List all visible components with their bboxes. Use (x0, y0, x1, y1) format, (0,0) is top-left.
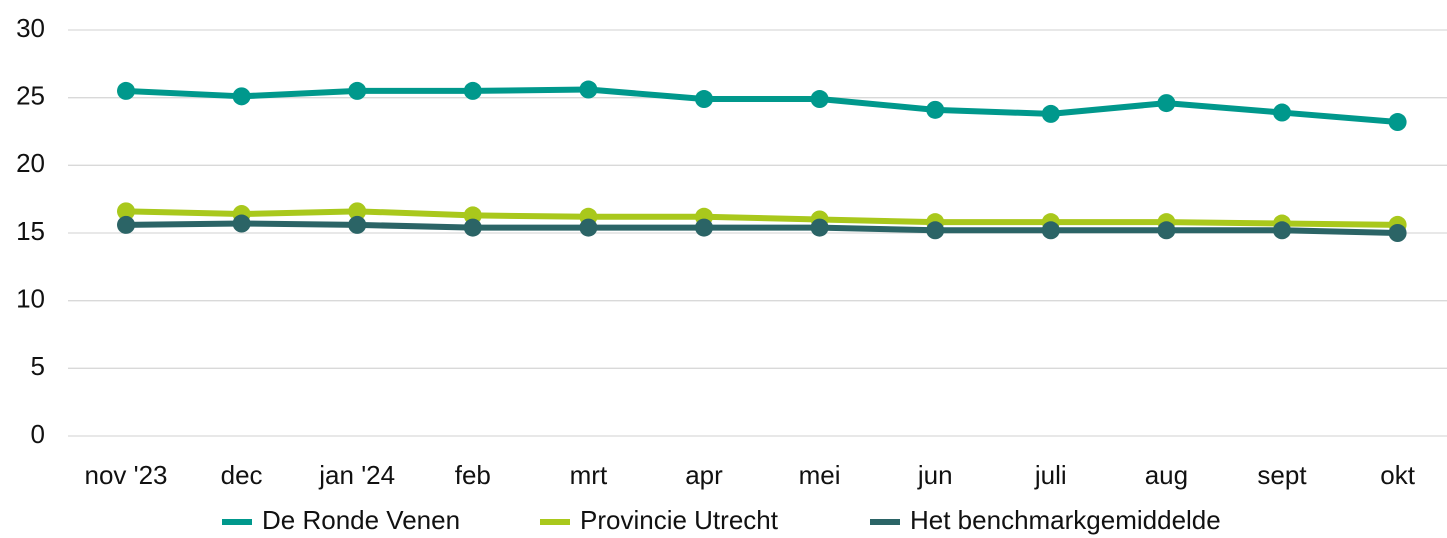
data-point (1041, 221, 1060, 240)
legend-label: Provincie Utrecht (580, 505, 779, 535)
legend-label: Het benchmarkgemiddelde (910, 505, 1221, 535)
data-point (1273, 103, 1291, 122)
y-tick-label: 0 (31, 419, 45, 449)
data-point (695, 218, 713, 237)
data-point (348, 81, 367, 100)
data-point (579, 80, 598, 99)
x-tick-label: nov '23 (84, 460, 167, 490)
x-tick-label: feb (455, 460, 491, 490)
data-point (926, 100, 945, 119)
data-point (117, 202, 135, 221)
data-point (1388, 113, 1407, 132)
y-tick-label: 5 (31, 351, 45, 381)
data-point (810, 90, 829, 109)
x-tick-label: mei (799, 460, 841, 490)
y-tick-label: 15 (16, 216, 45, 246)
x-tick-label: jun (917, 460, 953, 490)
y-tick-label: 10 (16, 284, 45, 314)
x-tick-label: mrt (570, 460, 608, 490)
data-point (463, 81, 482, 100)
x-tick-label: sept (1257, 460, 1307, 490)
data-point (232, 87, 251, 106)
x-tick-label: okt (1380, 460, 1415, 490)
data-point (810, 218, 829, 237)
data-point (926, 221, 945, 240)
series-line (125, 86, 1398, 126)
data-point (695, 90, 713, 109)
data-point (348, 202, 367, 221)
x-tick-label: jan '24 (318, 460, 395, 490)
data-point (1273, 221, 1291, 240)
data-point (117, 81, 135, 100)
data-point (579, 218, 598, 237)
x-tick-label: juli (1034, 460, 1067, 490)
series-line (125, 208, 1398, 228)
data-point (463, 218, 482, 237)
x-tick-label: apr (685, 460, 723, 490)
series-line (125, 220, 1398, 236)
x-tick-label: dec (221, 460, 263, 490)
data-point (1157, 221, 1176, 240)
y-tick-label: 25 (16, 81, 45, 111)
data-point (232, 214, 251, 233)
data-point (348, 215, 367, 234)
y-tick-label: 30 (16, 13, 45, 43)
data-point (1388, 224, 1407, 242)
data-point (117, 215, 135, 234)
data-point (1041, 104, 1060, 123)
legend-label: De Ronde Venen (262, 505, 460, 535)
data-point (1157, 94, 1176, 113)
x-tick-label: aug (1145, 460, 1188, 490)
y-tick-label: 20 (16, 148, 45, 178)
